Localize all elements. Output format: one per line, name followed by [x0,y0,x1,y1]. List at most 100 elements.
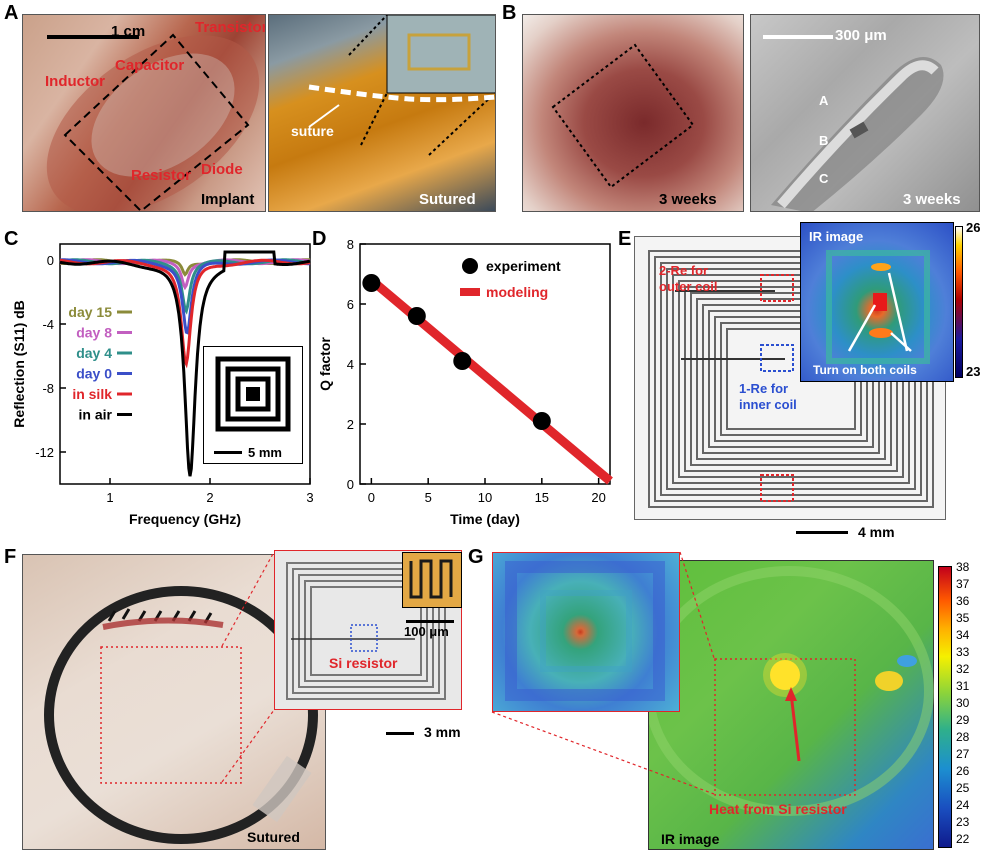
colorbar-tick-label: 26 [956,764,970,778]
x-axis-label: Frequency (GHz) [129,511,241,527]
colorbar-tick-label: 37 [956,577,970,591]
weeks-label-right: 3 weeks [903,191,961,208]
ir-image-title: IR image [809,229,864,244]
panel-label-f: F [4,546,17,568]
histology-scale-label: 300 μm [835,27,887,44]
y-tick-label: 0 [347,477,354,492]
y-tick-label: -12 [35,445,54,460]
legend-label: modeling [486,284,548,300]
panel-label-e: E [618,228,632,250]
panel-f-scale-bar [386,732,414,735]
panel-e-scale-label: 4 mm [858,524,895,540]
panel-g-ir-label: IR image [661,831,720,847]
resistor-label: Resistor [131,167,192,184]
x-tick-label: 3 [306,490,313,505]
x-tick-label: 5 [425,490,432,505]
legend-label: day 4 [76,345,112,361]
heat-label: Heat from Si resistor [709,801,847,817]
y-tick-label: 6 [347,297,354,312]
colorbar-tick-label: 34 [956,628,970,642]
x-tick-label: 2 [206,490,213,505]
transistor-label: Transistor [195,19,266,36]
colorbar-top-label: 26 [966,220,981,235]
x-tick-label: 15 [535,490,549,505]
sutured-label-f: Sutured [247,829,300,845]
colorbar-tick-label: 29 [956,713,970,727]
x-tick-label: 20 [591,490,605,505]
x-tick-label: 10 [478,490,492,505]
experiment-point [532,412,551,430]
layer-b-label: B [819,133,829,148]
panel-g-zoom-inset [492,552,680,712]
si-resistor-label: Si resistor [329,655,398,671]
experiment-point [407,307,426,325]
colorbar-tick-label: 38 [956,560,970,574]
panel-g-colorbar-ticks: 38 37 36 35 34 33 32 31 30 29 28 27 26 25 24 23 22 [956,560,982,852]
x-axis-label: Time (day) [450,511,520,527]
x-tick-label: 0 [368,490,375,505]
capacitor-label: Capacitor [115,57,185,74]
panel-f-inset-scale-bar [406,620,454,623]
legend-label: experiment [486,258,561,274]
colorbar-tick-label: 23 [956,815,970,829]
y-tick-label: -8 [42,381,54,396]
panel-label-c: C [4,228,19,250]
weeks-label-left: 3 weeks [659,191,717,208]
panel-f-inset-scale-label: 100 μm [404,624,449,639]
colorbar-tick-label: 36 [956,594,970,608]
panel-f-coil-inset: Si resistor [274,550,462,710]
legend-label: day 15 [68,304,112,320]
series-line-in-air [59,250,311,477]
implant-label: Implant [201,191,255,208]
inner-coil-label-1: 1-Re for [739,381,789,396]
experiment-point [362,274,381,292]
layer-a-label: A [819,93,829,108]
panel-g-ir-image: Heat from Si resistor IR image [648,560,934,850]
sutured-label: Sutured [419,191,476,208]
colorbar-tick-label: 32 [956,662,970,676]
legend-label: in silk [72,386,112,402]
colorbar-tick-label: 33 [956,645,970,659]
legend-label: day 8 [76,325,112,341]
y-tick-label: 8 [347,237,354,252]
y-tick-label: 4 [347,357,354,372]
chart-d: 0 5 10 15 20 0 2 4 6 8 Time (day) Q factor experimen… [317,237,613,527]
colorbar-tick-label: 27 [956,747,970,761]
panel-g-colorbar [938,566,952,848]
y-axis-label: Q factor [317,337,333,391]
panel-label-g: G [468,546,484,568]
y-tick-label: 0 [47,253,54,268]
panel-a-sutured-photo: suture Sutured [268,14,496,212]
inset-scale-label: 5 mm [248,445,282,460]
colorbar-tick-label: 22 [956,832,970,846]
panel-label-d: D [312,228,327,250]
ir-caption: Turn on both coils [813,363,917,377]
colorbar-tick-label: 31 [956,679,970,693]
inductor-label: Inductor [45,73,105,90]
panel-e-ir-image-inset: IR image Turn on both coils [800,222,954,382]
panel-b-histology-image: 300 μm A B C 3 weeks [750,14,980,212]
panel-e-colorbar [955,226,963,378]
panel-e-scale-bar [796,531,848,534]
panel-b-implant-site-photo: 3 weeks [522,14,744,212]
chart-c-coil-inset: 5 mm [203,346,303,464]
inner-coil-label-2: inner coil [739,397,797,412]
colorbar-tick-label: 30 [956,696,970,710]
y-axis-label: Reflection (S11) dB [11,300,27,428]
panel-f-scale-label: 3 mm [424,724,461,740]
x-tick-label: 1 [106,490,113,505]
diode-label: Diode [201,161,243,178]
y-tick-label: 2 [347,417,354,432]
scale-bar [47,35,139,39]
layer-c-label: C [819,171,829,186]
legend-label: in air [79,407,113,423]
colorbar-bottom-label: 23 [966,364,981,379]
panel-a-implant-photo: 1 cm Transistor Inductor Capacitor Resis… [22,14,266,212]
scale-label: 1 cm [111,23,146,40]
legend-label: day 0 [76,366,112,382]
suture-label: suture [291,123,334,139]
outer-coil-label-2: outer coil [659,279,718,294]
panel-f-resistor-micrograph [402,552,462,608]
colorbar-tick-label: 35 [956,611,970,625]
panel-label-b: B [502,2,517,24]
